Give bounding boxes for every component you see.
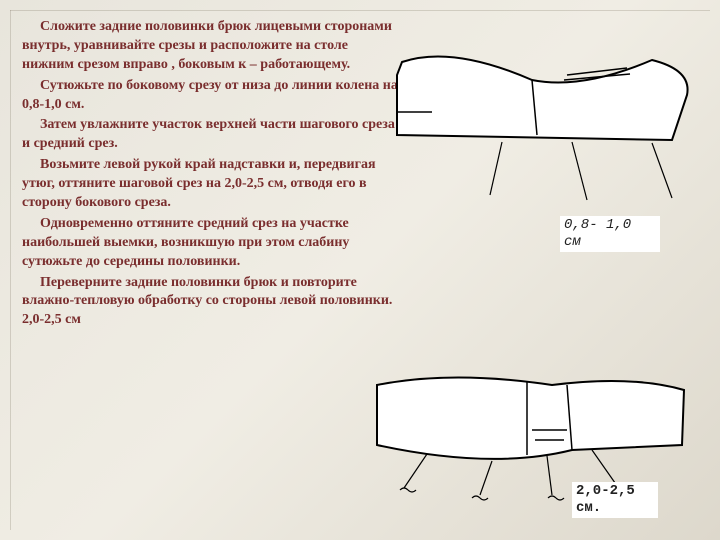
paragraph: Затем увлажните участок верхней части ша…	[22, 116, 402, 154]
callout-line	[480, 461, 492, 495]
paragraph: Переверните задние половинки брюк и повт…	[22, 274, 402, 331]
paragraph: Сутюжьте по боковому срезу от низа до ли…	[22, 77, 402, 115]
callout-line	[547, 456, 552, 495]
callout-line	[490, 142, 502, 195]
diagram-top	[392, 40, 702, 180]
paragraph: Одновременно оттяните средний срез на уч…	[22, 215, 402, 272]
frame-left	[10, 10, 11, 530]
pattern-outline	[377, 378, 684, 459]
measurement-label-bottom: 2,0-2,5 см.	[572, 482, 658, 518]
callout-line	[652, 143, 672, 198]
instruction-text: Сложите задние половинки брюк лицевыми с…	[22, 18, 402, 330]
frame-top	[10, 10, 710, 11]
pattern-outline	[397, 56, 688, 140]
callout-line	[404, 454, 427, 488]
steam-mark	[548, 496, 564, 500]
steam-mark	[472, 496, 488, 500]
steam-mark	[400, 488, 416, 492]
measurement-label-top: 0,8- 1,0 см	[560, 216, 660, 252]
paragraph: Сложите задние половинки брюк лицевыми с…	[22, 18, 402, 75]
callout-line	[572, 142, 587, 200]
paragraph: Возьмите левой рукой край надставки и, п…	[22, 156, 402, 213]
